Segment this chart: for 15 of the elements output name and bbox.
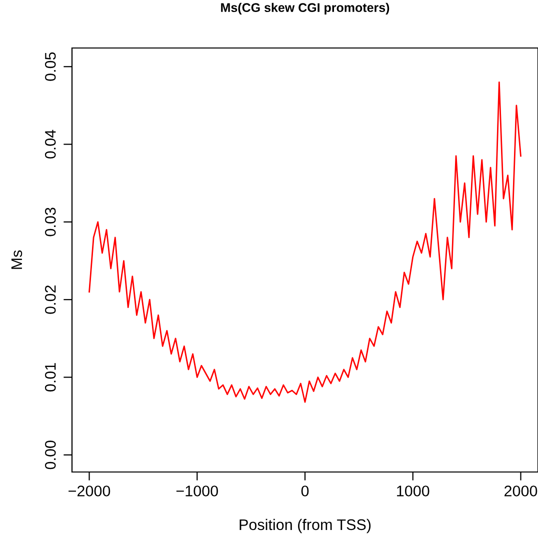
y-tick-label: 0.01 bbox=[44, 363, 56, 392]
line-series bbox=[88, 81, 522, 403]
x-tick-label: −2000 bbox=[68, 486, 110, 496]
y-tick-label: 0.02 bbox=[44, 286, 56, 314]
y-tick-label: 0.00 bbox=[44, 440, 56, 470]
x-tick-label: 2000 bbox=[504, 486, 538, 496]
x-axis-title: Position (from TSS) bbox=[240, 518, 371, 534]
y-tick-label: 0.03 bbox=[44, 208, 56, 236]
x-tick-label: 1000 bbox=[397, 486, 430, 496]
y-tick-label: 0.05 bbox=[44, 52, 56, 81]
chart-title: Ms(CG skew CGI promoters) bbox=[221, 2, 390, 14]
x-tick-label: 0 bbox=[301, 486, 309, 496]
x-tick-label: −1000 bbox=[176, 486, 218, 496]
y-axis-title: Ms bbox=[11, 250, 22, 269]
y-tick-label: 0.04 bbox=[44, 130, 56, 159]
